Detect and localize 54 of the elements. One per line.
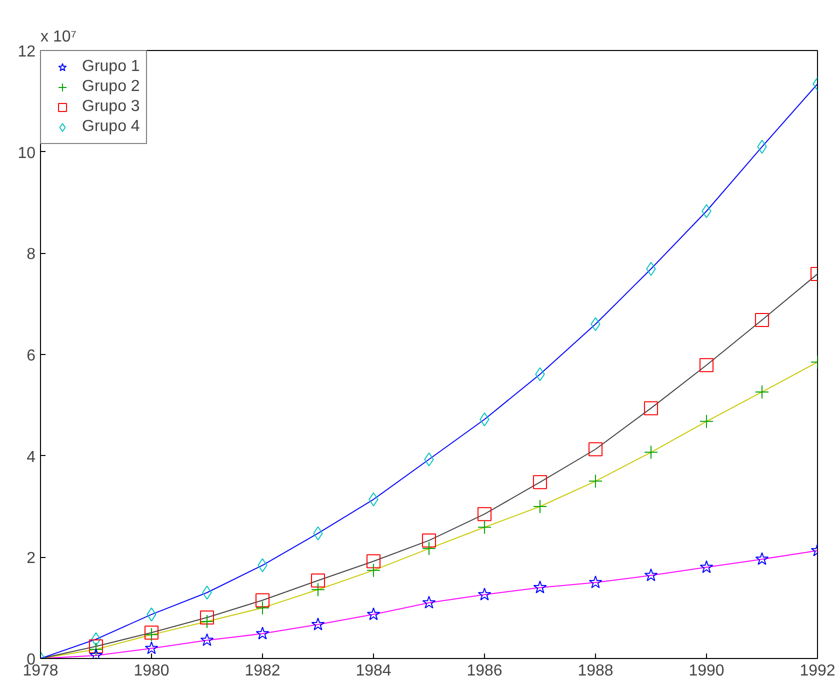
point bbox=[366, 563, 380, 578]
point bbox=[89, 639, 103, 654]
y-tick-label: 4 bbox=[26, 448, 36, 466]
point bbox=[366, 554, 380, 568]
point bbox=[533, 580, 547, 594]
point bbox=[478, 520, 492, 534]
point bbox=[422, 533, 436, 548]
point bbox=[422, 542, 436, 556]
point bbox=[200, 614, 214, 629]
point bbox=[311, 573, 325, 588]
x-tick-label: 1980 bbox=[134, 662, 170, 680]
point bbox=[311, 582, 325, 597]
x-tick-label: 1992 bbox=[800, 662, 836, 680]
point bbox=[256, 626, 270, 640]
y-tick-label: 8 bbox=[26, 246, 36, 264]
point bbox=[366, 607, 380, 620]
legend-label: Grupo 3 bbox=[82, 98, 140, 116]
point bbox=[478, 507, 492, 522]
point bbox=[144, 641, 158, 654]
point bbox=[478, 588, 492, 600]
point bbox=[588, 474, 602, 488]
point bbox=[644, 445, 658, 460]
point bbox=[200, 633, 214, 646]
point bbox=[256, 593, 270, 608]
point bbox=[588, 576, 602, 588]
x-tick-label: 1984 bbox=[356, 662, 392, 680]
y-tick-label: 10 bbox=[18, 144, 36, 162]
point bbox=[422, 596, 436, 609]
text: x 10⁷ bbox=[40, 28, 77, 46]
point bbox=[700, 414, 714, 428]
legend-label: Grupo 2 bbox=[82, 78, 140, 96]
x-tick-label: 1990 bbox=[688, 662, 724, 680]
x-tick-label: 1986 bbox=[466, 662, 502, 680]
legend-label: Grupo 4 bbox=[82, 118, 140, 136]
y-tick-label: 6 bbox=[26, 348, 36, 364]
point bbox=[700, 358, 714, 372]
point bbox=[755, 552, 769, 565]
point bbox=[588, 442, 602, 456]
point bbox=[256, 600, 270, 615]
point bbox=[755, 384, 769, 399]
y-tick-label: 12 bbox=[18, 44, 36, 60]
point bbox=[533, 475, 547, 490]
legend-label: Grupo 1 bbox=[82, 58, 140, 76]
x-tick-label: 1982 bbox=[244, 662, 280, 680]
point bbox=[89, 642, 103, 656]
point bbox=[200, 610, 214, 624]
point bbox=[755, 313, 769, 328]
point bbox=[700, 560, 714, 574]
point bbox=[533, 500, 547, 514]
x-tick-label: 1988 bbox=[578, 662, 614, 680]
y-tick-label: 2 bbox=[26, 550, 36, 568]
point bbox=[644, 568, 658, 582]
point bbox=[644, 401, 658, 416]
point bbox=[311, 618, 325, 630]
